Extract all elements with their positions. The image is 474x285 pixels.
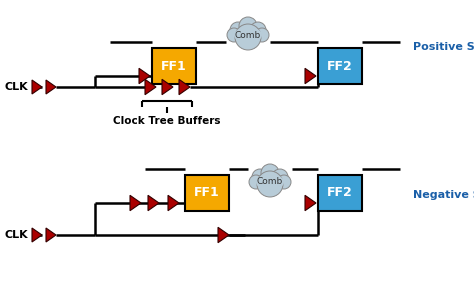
Ellipse shape (234, 27, 262, 43)
Circle shape (272, 169, 288, 185)
Text: Comb: Comb (257, 178, 283, 186)
Circle shape (227, 28, 241, 42)
Ellipse shape (256, 174, 284, 190)
Polygon shape (130, 195, 141, 211)
Circle shape (252, 169, 268, 185)
Polygon shape (305, 68, 316, 84)
Polygon shape (139, 68, 150, 84)
Polygon shape (218, 227, 229, 243)
Bar (318, 175, 362, 211)
Circle shape (239, 17, 257, 35)
Text: FF2: FF2 (327, 60, 353, 72)
Polygon shape (179, 79, 190, 95)
Polygon shape (162, 79, 173, 95)
Bar (318, 48, 362, 84)
Polygon shape (148, 195, 159, 211)
Polygon shape (32, 228, 42, 242)
Circle shape (230, 22, 246, 38)
Text: FF2: FF2 (327, 186, 353, 200)
Circle shape (250, 22, 266, 38)
Text: Negative Skew: Negative Skew (413, 190, 474, 200)
Text: FF1: FF1 (161, 60, 187, 72)
Text: Clock Tree Buffers: Clock Tree Buffers (113, 116, 221, 126)
Text: CLK: CLK (5, 82, 28, 92)
Circle shape (249, 175, 263, 189)
Polygon shape (305, 195, 316, 211)
Polygon shape (145, 79, 156, 95)
Polygon shape (168, 195, 179, 211)
Polygon shape (32, 80, 42, 94)
Circle shape (255, 28, 269, 42)
Circle shape (261, 164, 279, 182)
Text: Positive Skew: Positive Skew (413, 42, 474, 52)
Circle shape (257, 171, 283, 197)
Text: Comb: Comb (235, 30, 261, 40)
Bar (185, 175, 229, 211)
Bar (152, 48, 196, 84)
Polygon shape (46, 80, 56, 94)
Circle shape (235, 24, 261, 50)
Text: FF1: FF1 (194, 186, 220, 200)
Polygon shape (46, 228, 56, 242)
Circle shape (277, 175, 291, 189)
Text: CLK: CLK (5, 230, 28, 240)
